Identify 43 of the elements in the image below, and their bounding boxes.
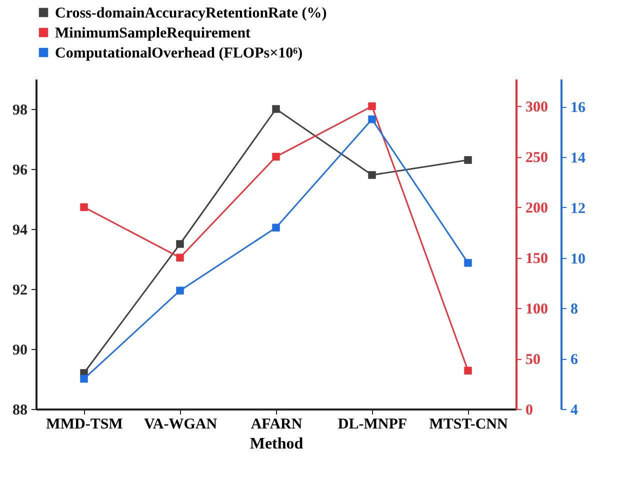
point <box>80 374 88 383</box>
y3-tick-label: 4 <box>570 402 578 418</box>
x-tick-label: VA-WGAN <box>144 416 218 432</box>
y2-tick-label: 100 <box>526 302 548 318</box>
y3-tick-label: 8 <box>570 302 578 318</box>
x-axis-title: Method <box>250 436 304 452</box>
legend-label: Cross-domainAccuracyRetentionRate (%) <box>55 6 327 22</box>
y-tick-label: 88 <box>12 402 28 418</box>
y-tick-label: 96 <box>12 162 28 178</box>
y-tick-label: 90 <box>12 342 28 358</box>
y2-tick-label: 150 <box>526 251 548 268</box>
x-tick-label: AFARN <box>250 416 302 432</box>
x-tick-label: MTST-CNN <box>429 416 508 432</box>
y-tick-label: 94 <box>12 222 28 238</box>
point <box>464 259 472 267</box>
y2-tick-label: 50 <box>526 352 540 368</box>
point <box>176 240 184 248</box>
point <box>272 105 280 113</box>
y2-tick-label: 250 <box>526 150 548 166</box>
point <box>272 152 280 161</box>
y3-tick-label: 10 <box>570 251 586 268</box>
y2-tick-label: 0 <box>526 402 533 418</box>
y2-tick-label: 200 <box>526 200 548 217</box>
point <box>464 366 472 375</box>
y-tick-label: 92 <box>12 282 28 298</box>
point <box>368 102 376 110</box>
point <box>368 115 376 124</box>
point <box>176 286 184 294</box>
y3-tick-label: 14 <box>570 150 586 167</box>
point <box>368 171 376 179</box>
legend-label: MinimumSampleRequirement <box>55 26 251 42</box>
legend-label: ComputationalOverhead (FLOPs×10⁶) <box>55 46 303 62</box>
x-tick-label: MMD-TSM <box>46 416 123 432</box>
y2-tick-label: 300 <box>526 100 548 116</box>
point <box>176 254 184 262</box>
y-tick-label: 98 <box>12 102 28 118</box>
y3-tick-label: 16 <box>570 100 586 116</box>
point <box>272 224 280 232</box>
y3-tick-label: 12 <box>570 200 586 217</box>
x-tick-label: DL-MNPF <box>338 416 408 432</box>
y3-tick-label: 6 <box>570 352 578 368</box>
point <box>80 203 88 212</box>
point <box>464 156 472 164</box>
